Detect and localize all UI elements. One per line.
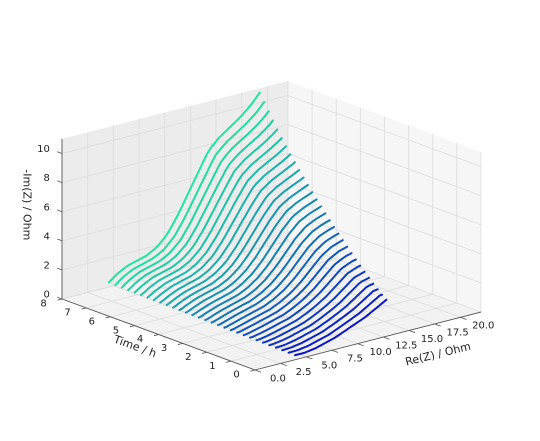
time-tick-mark (129, 325, 135, 328)
spectrum-series-line (165, 169, 301, 307)
time-tick-mark (250, 369, 256, 372)
tick-labels: 0.0 2.5 5.0 7.5 10.0 12.5 15.017.5 20.0 0 1 2 3 4 5 6 7… (37, 144, 494, 384)
x-tick-mark (434, 323, 441, 327)
time-tick-mark (57, 298, 63, 301)
x-tick-label: 12.5 (395, 341, 417, 352)
spectrum-series-line (236, 245, 349, 334)
time-tick-label: 0 (233, 370, 239, 381)
spectrum-series-line (191, 198, 318, 317)
spectra-series (107, 91, 388, 357)
spectrum-series-line (107, 91, 261, 284)
z-tick-label: 8 (44, 173, 50, 184)
x-tick-mark (306, 356, 313, 360)
x-axis-line (254, 311, 482, 371)
spectrum-series-line (133, 128, 279, 294)
x-tick-label: 15.0 (421, 334, 443, 345)
z-tick-label: 2 (44, 261, 50, 272)
x-tick-mark (254, 369, 262, 373)
time-tick-mark (153, 334, 159, 337)
grid-line-z (61, 124, 482, 196)
x-tick-mark (280, 363, 287, 367)
z-tick-mark (57, 296, 63, 300)
grid-line-z (61, 211, 482, 284)
spectrum-series-line (146, 145, 287, 299)
x-tick-label: 5.0 (321, 360, 337, 371)
time-tick-mark (202, 351, 207, 354)
z-tick-mark (57, 151, 63, 154)
grid-line-z (61, 153, 482, 226)
x-tick-label: 10.0 (369, 347, 391, 358)
spectrum-series-line (204, 212, 327, 322)
y-axis-label: Time / h (111, 332, 158, 360)
spectrum-series-line (255, 264, 362, 342)
spectrum-series-line (127, 119, 274, 292)
x-tick-label: 20.0 (472, 321, 494, 332)
x-tick-mark (357, 343, 364, 347)
time-tick-label: 3 (161, 343, 167, 354)
spectrum-series-line (281, 288, 379, 352)
spectrum-series-line (217, 226, 335, 327)
x-tick-mark (408, 330, 416, 334)
time-tick-label: 2 (185, 352, 191, 363)
z-tick-mark (57, 180, 63, 183)
spectrum-series-line (249, 258, 357, 339)
time-tick-mark (105, 316, 111, 319)
spectrum-series-line (178, 184, 309, 312)
time-tick-mark (226, 360, 231, 363)
back-pane (62, 81, 288, 299)
spectrum-series-line (184, 191, 314, 314)
time-tick-label: 5 (113, 325, 119, 336)
grid-line-z (61, 240, 482, 313)
spectrum-series-line (210, 219, 331, 324)
spectrum-series-line (294, 298, 388, 357)
spectrum-series-line (159, 161, 296, 304)
spectrum-series-line (120, 110, 270, 289)
time-tick-label: 1 (209, 361, 215, 372)
z-tick-label: 6 (44, 202, 50, 213)
spectrum-series-line (152, 153, 292, 302)
grid-line-z (61, 95, 482, 167)
time-tick-label: 7 (64, 308, 70, 319)
x-tick-label: 17.5 (446, 327, 468, 338)
x-tick-label: 0.0 (270, 373, 286, 384)
spectrum-series-line (229, 239, 344, 332)
spectrum-series-line (223, 232, 340, 329)
time-tick-mark (177, 342, 183, 345)
z-tick-mark (57, 209, 63, 213)
time-tick-label: 4 (137, 334, 143, 345)
spectrum-series-line (261, 270, 366, 344)
z-tick-mark (57, 267, 63, 271)
time-tick-label: 8 (40, 299, 46, 310)
grid-line-z (61, 182, 482, 255)
x-tick-label: 7.5 (347, 354, 363, 365)
z-tick-label: 10 (37, 144, 50, 155)
spectrum-series-line (140, 137, 283, 297)
spectrum-series-line (197, 205, 322, 319)
spectrum-series-line (242, 252, 353, 337)
time-tick-mark (81, 307, 87, 310)
spectrum-series-line (287, 293, 383, 354)
x-tick-mark (331, 349, 339, 353)
spectrum-series-line (114, 101, 266, 287)
z-tick-label: 4 (44, 231, 50, 242)
z-tick-mark (57, 238, 63, 242)
z-axis-label: -Im(Z) / Ohm (20, 169, 33, 240)
x-tick-mark (460, 316, 467, 320)
x-tick-label: 2.5 (296, 367, 312, 378)
x-tick-mark (383, 336, 390, 340)
time-tick-label: 6 (89, 317, 95, 328)
z-tick-label: 0 (44, 290, 50, 301)
spectrum-series-line (274, 282, 375, 349)
spectrum-series-line (268, 276, 370, 347)
spectrum-series-line (172, 176, 305, 309)
